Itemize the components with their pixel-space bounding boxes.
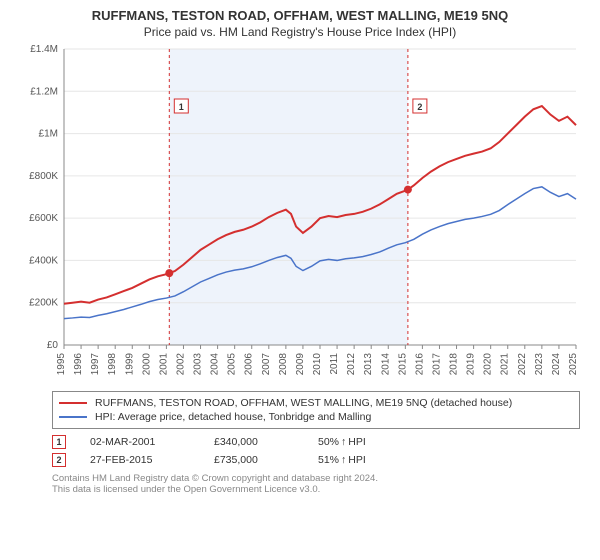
legend-row: RUFFMANS, TESTON ROAD, OFFHAM, WEST MALL… [59,396,573,410]
svg-text:2013: 2013 [363,353,374,376]
sale-vs-hpi: 51%HPI [318,454,428,466]
svg-text:2024: 2024 [551,353,562,376]
chart-title: RUFFMANS, TESTON ROAD, OFFHAM, WEST MALL… [10,8,590,23]
footer-line: Contains HM Land Registry data © Crown c… [52,473,580,484]
svg-text:2014: 2014 [380,353,391,376]
svg-text:2015: 2015 [397,353,408,376]
svg-text:2006: 2006 [244,353,255,376]
legend-label: HPI: Average price, detached house, Tonb… [95,411,371,423]
svg-text:£800K: £800K [29,171,58,182]
legend-row: HPI: Average price, detached house, Tonb… [59,410,573,424]
svg-text:1999: 1999 [124,353,135,376]
arrow-up-icon [339,436,348,448]
svg-text:1: 1 [179,102,184,112]
arrow-up-icon [339,454,348,466]
svg-text:£200K: £200K [29,298,58,309]
svg-text:2007: 2007 [261,353,272,376]
svg-text:2016: 2016 [414,353,425,376]
svg-text:2005: 2005 [227,353,238,376]
svg-text:2003: 2003 [193,353,204,376]
sales-row: 1 02-MAR-2001 £340,000 50%HPI [52,433,580,451]
sales-table: 1 02-MAR-2001 £340,000 50%HPI 2 27-FEB-2… [52,433,580,469]
marker-badge-1: 1 [52,435,66,449]
svg-text:2020: 2020 [483,353,494,376]
svg-text:2000: 2000 [141,353,152,376]
svg-text:2011: 2011 [329,353,340,375]
chart-container: RUFFMANS, TESTON ROAD, OFFHAM, WEST MALL… [0,0,600,499]
marker-badge-2: 2 [52,453,66,467]
legend-swatch [59,416,87,418]
svg-text:2004: 2004 [210,353,221,376]
svg-text:£1.4M: £1.4M [30,45,58,55]
svg-text:2025: 2025 [568,353,579,376]
svg-text:£1M: £1M [39,129,58,140]
chart-svg: £0 £200K £400K £600K £800K £1M £1.2M £1.4M 1995 1… [20,45,580,385]
footer-line: This data is licensed under the Open Gov… [52,484,580,495]
svg-text:2001: 2001 [158,353,169,376]
sale-date: 27-FEB-2015 [90,454,190,466]
svg-text:1997: 1997 [90,353,101,376]
svg-text:2018: 2018 [449,353,460,376]
legend: RUFFMANS, TESTON ROAD, OFFHAM, WEST MALL… [52,391,580,429]
svg-text:1998: 1998 [107,353,118,376]
svg-text:2021: 2021 [500,353,511,376]
svg-text:1996: 1996 [73,353,84,376]
svg-text:2019: 2019 [466,353,477,376]
legend-label: RUFFMANS, TESTON ROAD, OFFHAM, WEST MALL… [95,397,512,409]
svg-text:2022: 2022 [517,353,528,376]
legend-swatch [59,402,87,404]
svg-text:2017: 2017 [431,353,442,376]
svg-text:£1.2M: £1.2M [30,86,58,97]
sale-price: £735,000 [214,454,294,466]
sales-row: 2 27-FEB-2015 £735,000 51%HPI [52,451,580,469]
sale-date: 02-MAR-2001 [90,436,190,448]
svg-text:2008: 2008 [278,353,289,376]
svg-text:2009: 2009 [295,353,306,376]
chart-subtitle: Price paid vs. HM Land Registry's House … [10,25,590,39]
svg-text:2023: 2023 [534,353,545,376]
svg-text:1995: 1995 [56,353,67,376]
sale-vs-hpi: 50%HPI [318,436,428,448]
sale-price: £340,000 [214,436,294,448]
plot-area: £0 £200K £400K £600K £800K £1M £1.2M £1.4M 1995 1… [20,45,580,385]
svg-text:2: 2 [417,102,422,112]
svg-text:2012: 2012 [346,353,357,376]
svg-text:£600K: £600K [29,213,58,224]
svg-text:£400K: £400K [29,255,58,266]
svg-text:2002: 2002 [175,353,186,376]
svg-text:2010: 2010 [312,353,323,376]
svg-text:£0: £0 [47,340,59,351]
footer: Contains HM Land Registry data © Crown c… [52,473,580,495]
